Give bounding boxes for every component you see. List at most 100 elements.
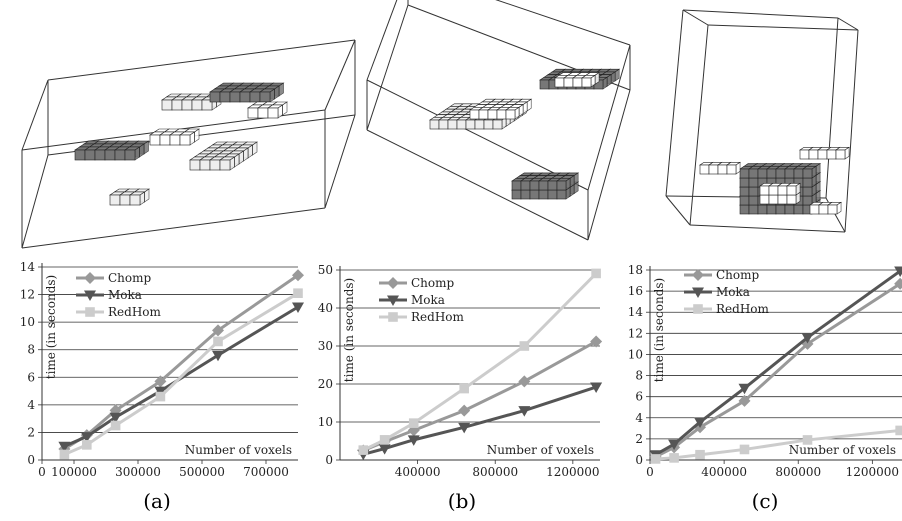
y-tick-label: 8 (635, 369, 643, 383)
data-point (292, 302, 304, 313)
legend-marker (692, 287, 704, 298)
data-point (650, 454, 661, 464)
x-tick-label: 500000 (179, 465, 225, 479)
voxel-face (581, 77, 592, 88)
bounding-box-edge (366, 4, 409, 131)
voxel-face (456, 119, 467, 130)
voxel-face (768, 194, 779, 205)
voxel-face (219, 91, 231, 103)
legend-label: Chomp (108, 271, 152, 285)
y-tick-label: 16 (628, 284, 643, 298)
voxel-face (775, 168, 786, 179)
voxel-face (104, 149, 116, 161)
data-point (154, 375, 167, 388)
series-moka (649, 266, 902, 461)
bounding-box-edge (324, 39, 356, 111)
voxel-face (775, 204, 786, 215)
voxel-face (766, 204, 777, 215)
voxel-face (447, 119, 458, 130)
y-tick-label: 40 (318, 301, 333, 315)
bounding-box-edge (21, 154, 49, 249)
bounding-box-edge (665, 9, 684, 197)
voxel-face (777, 194, 788, 205)
voxel-face (219, 159, 231, 171)
legend-label: Moka (716, 285, 750, 299)
data-point (378, 444, 391, 455)
voxel-face (802, 177, 813, 188)
data-point (213, 336, 223, 347)
data-point (669, 453, 679, 463)
data-point (738, 394, 751, 407)
data-point (155, 391, 166, 402)
bounding-box-edge (682, 9, 709, 26)
voxel-face (199, 159, 211, 171)
legend: Chomp Moka RedHom (684, 268, 770, 316)
x-tick-label: 0 (646, 465, 654, 479)
voxel-face (572, 77, 583, 88)
data-point (590, 382, 603, 394)
voxel-face (74, 149, 86, 161)
bounding-box-edge (495, 0, 631, 46)
legend-label: RedHom (108, 305, 162, 319)
voxel-face (766, 168, 777, 179)
series-line (63, 274, 299, 451)
series-line (362, 340, 597, 452)
legend-label: RedHom (411, 310, 465, 324)
y-tick-label: 6 (635, 390, 643, 404)
y-tick-label: 12 (628, 326, 643, 340)
bounding-box-edge (47, 39, 356, 81)
data-point (292, 269, 304, 282)
voxel-face (784, 204, 795, 215)
legend-label: Moka (411, 293, 445, 307)
legend-marker (692, 269, 704, 281)
voxel-face (708, 164, 719, 175)
voxel-illustrations (21, 0, 859, 249)
voxel-face (161, 99, 173, 111)
voxel-face (267, 107, 279, 119)
y-tick-label: 0 (27, 453, 35, 467)
data-point (80, 432, 93, 443)
voxel-face (191, 99, 203, 111)
series-moka (58, 302, 304, 453)
y-axis-label: time (in seconds) (342, 278, 356, 382)
bounding-box-edge (825, 17, 839, 199)
bounding-box-edge (707, 24, 859, 31)
data-point (694, 417, 707, 428)
y-tick-label: 8 (27, 343, 35, 357)
voxel-face (808, 149, 819, 160)
data-point (110, 420, 121, 431)
voxel-face (109, 194, 121, 206)
x-tick-label: 400000 (395, 465, 441, 479)
series-line (362, 385, 597, 456)
voxel-face (124, 149, 136, 161)
y-tick-label: 4 (27, 398, 35, 412)
voxel-face (149, 134, 161, 146)
x-axis-label: Number of voxels (185, 443, 292, 457)
data-point (518, 406, 531, 417)
data-point (668, 439, 681, 451)
y-tick-label: 2 (635, 432, 643, 446)
data-point (82, 440, 92, 450)
voxel-face (229, 91, 241, 103)
voxel-face (717, 164, 728, 175)
voxel-face (114, 149, 126, 161)
voxel-face (538, 189, 549, 200)
voxel-face (802, 168, 813, 179)
voxel-face (259, 91, 271, 103)
data-point (801, 333, 814, 344)
y-tick-label: 6 (27, 370, 35, 384)
chart-c: 0 2 4 6 8 10 12 14 16 18 0 400000 800000 1200000 Numbe… (628, 263, 902, 479)
charts: 0 2 4 6 8 10 12 14 0 100000 300000 500000 700000 Numb… (20, 260, 902, 479)
data-point (407, 435, 420, 446)
voxel-face (257, 107, 269, 119)
chart-a: 0 2 4 6 8 10 12 14 0 100000 300000 500000 700000 Numb… (20, 260, 304, 479)
bounding-box-edge (587, 89, 631, 241)
bounding-box-edge (366, 129, 589, 241)
caption-b: (b) (448, 489, 476, 513)
voxel-face (520, 180, 531, 191)
voxel-face (239, 91, 251, 103)
y-axis-label: time (in seconds) (652, 278, 666, 382)
voxel-face (487, 109, 498, 120)
data-point (519, 341, 530, 351)
